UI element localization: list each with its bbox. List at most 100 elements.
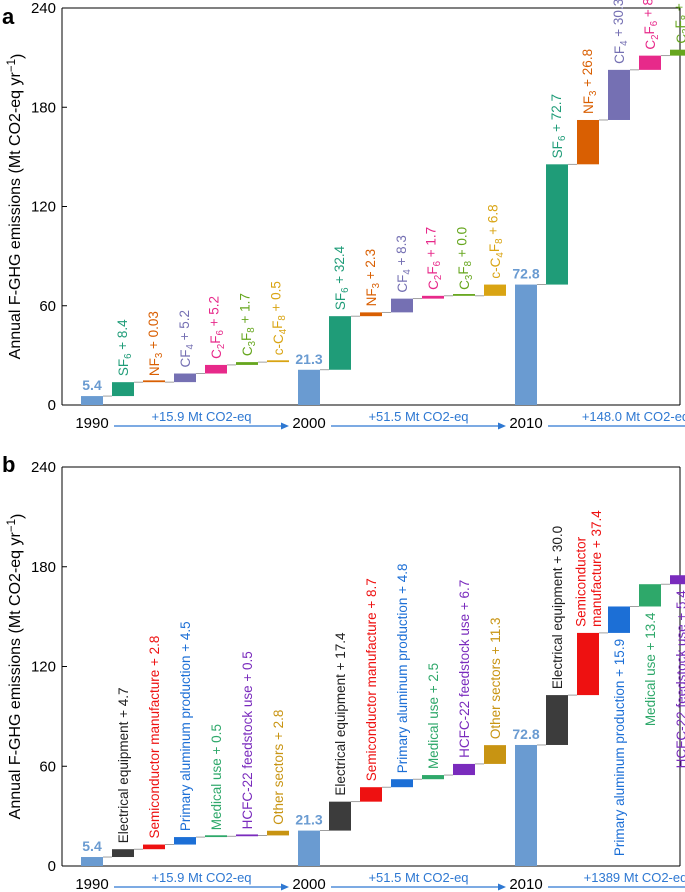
step-bar bbox=[267, 360, 289, 363]
step-bar bbox=[484, 284, 506, 296]
y-axis-label: Annual F-GHG emissions (Mt CO2-eq yr−1) bbox=[6, 514, 26, 820]
step-bar bbox=[484, 745, 506, 764]
step-label: Primary aluminum production + 4.8 bbox=[395, 563, 410, 773]
x-tick-label-2000: 2000 bbox=[292, 415, 325, 432]
period-change-label: +51.5 Mt CO2-eq bbox=[368, 870, 468, 885]
step-label: Other sectors + 2.8 bbox=[271, 710, 286, 825]
y-tick-label: 120 bbox=[31, 659, 56, 676]
y-tick-label: 0 bbox=[48, 397, 56, 414]
period-change-label: +148.0 Mt CO2-eq bbox=[582, 409, 685, 424]
x-tick-label-1990: 1990 bbox=[75, 415, 108, 432]
x-tick-label-2010: 2010 bbox=[509, 876, 542, 892]
step-label: C3F8 + 1.7 bbox=[238, 293, 259, 356]
step-bar bbox=[360, 312, 382, 317]
step-bar bbox=[112, 849, 134, 858]
step-bar bbox=[143, 844, 165, 850]
step-label: C3F8 + 0.0 bbox=[455, 227, 476, 290]
step-bar bbox=[329, 316, 351, 370]
step-bar bbox=[236, 834, 258, 837]
step-label: Electrical equipment + 17.4 bbox=[333, 632, 348, 796]
period-arrowhead bbox=[281, 422, 289, 430]
step-label: Other sectors + 11.3 bbox=[488, 617, 503, 739]
step-bar bbox=[670, 49, 685, 56]
step-label: HCFC-22 feedstock use + 0.5 bbox=[240, 651, 255, 829]
period-arrowhead bbox=[281, 883, 289, 891]
period-change-label: +1389 Mt CO2-eq bbox=[584, 870, 685, 885]
step-label: SF6 + 32.4 bbox=[332, 245, 351, 310]
y-tick-label: 180 bbox=[31, 99, 56, 116]
total-bar-2010 bbox=[515, 744, 537, 866]
total-value-1990: 5.4 bbox=[82, 377, 102, 393]
step-bar bbox=[577, 632, 599, 696]
step-bar bbox=[174, 373, 196, 383]
period-change-label: +15.9 Mt CO2-eq bbox=[151, 870, 251, 885]
step-label: C2F6 + 8.6 bbox=[641, 0, 662, 50]
step-label: Medical use + 2.5 bbox=[426, 663, 441, 769]
y-tick-label: 60 bbox=[39, 758, 56, 775]
y-tick-label: 120 bbox=[31, 199, 56, 216]
period-change-label: +51.5 Mt CO2-eq bbox=[368, 409, 468, 424]
total-value-2000: 21.3 bbox=[295, 351, 322, 367]
total-bar-1990 bbox=[81, 396, 103, 405]
panel-a: a 0 60 120 180 240 Annual F-GHG emissions (Mt … bbox=[2, 0, 685, 432]
step-bar bbox=[453, 763, 475, 776]
step-bar bbox=[205, 364, 227, 374]
step-label: HCFC-22 feedstock use + 5.4 bbox=[674, 590, 685, 769]
period-arrowhead bbox=[498, 422, 506, 430]
step-label: NF3 + 0.03 bbox=[146, 311, 165, 376]
step-label: C2F6 + 5.2 bbox=[207, 296, 228, 359]
step-label: CF4 + 5.2 bbox=[177, 310, 196, 368]
step-bar bbox=[577, 119, 599, 165]
step-bar bbox=[546, 695, 568, 745]
step-bar bbox=[639, 584, 661, 607]
panel-b: b 0 60 120 180 240 Annual F-GHG emissions (Mt … bbox=[2, 452, 685, 892]
step-label: Primary aluminum production + 15.9 bbox=[612, 639, 627, 856]
total-bar-2000 bbox=[298, 830, 320, 866]
step-label: Medical use + 0.5 bbox=[209, 724, 224, 830]
step-label: C3F8 + 3.6 bbox=[672, 0, 685, 44]
panel-letter: a bbox=[2, 4, 15, 29]
total-bar-2000 bbox=[298, 369, 320, 405]
step-label: HCFC-22 feedstock use + 6.7 bbox=[457, 580, 472, 758]
step-bar bbox=[112, 382, 134, 397]
step-bar bbox=[608, 69, 630, 120]
step-label: NF3 + 26.8 bbox=[580, 49, 599, 114]
step-bar bbox=[329, 801, 351, 831]
x-tick-label-2000: 2000 bbox=[292, 876, 325, 892]
step-label: Semiconductor manufacture + 8.7 bbox=[364, 578, 379, 781]
x-tick-label-1990: 1990 bbox=[75, 876, 108, 892]
step-label: c-C4F8 + 6.8 bbox=[486, 204, 507, 278]
step-bar bbox=[639, 55, 661, 70]
step-label: CF4 + 8.3 bbox=[394, 235, 413, 293]
step-bar bbox=[236, 362, 258, 365]
y-tick-label: 60 bbox=[39, 298, 56, 315]
step-bar bbox=[174, 837, 196, 845]
step-label: Primary aluminum production + 4.5 bbox=[178, 621, 193, 831]
step-bar bbox=[391, 298, 413, 313]
y-tick-label: 240 bbox=[31, 0, 56, 17]
total-value-2010: 72.8 bbox=[512, 266, 539, 282]
step-label: Electrical equipment + 30.0 bbox=[550, 526, 565, 689]
total-value-2000: 21.3 bbox=[295, 812, 322, 828]
step-bar bbox=[360, 787, 382, 802]
step-bar bbox=[205, 835, 227, 838]
step-label: Medical use + 13.4 bbox=[643, 612, 658, 726]
step-label: Electrical equipment + 4.7 bbox=[116, 687, 131, 843]
step-bar bbox=[391, 779, 413, 788]
step-bar bbox=[546, 164, 568, 285]
step-label: C2F6 + 1.7 bbox=[424, 227, 445, 290]
step-bar bbox=[267, 830, 289, 836]
total-bar-1990 bbox=[81, 857, 103, 866]
step-bar bbox=[422, 295, 444, 299]
total-value-1990: 5.4 bbox=[82, 838, 102, 854]
step-bar bbox=[453, 294, 475, 296]
total-bar-2010 bbox=[515, 284, 537, 405]
y-tick-label: 180 bbox=[31, 559, 56, 576]
period-change-label: +15.9 Mt CO2-eq bbox=[151, 409, 251, 424]
step-label: Semiconductor manufacture + 2.8 bbox=[147, 636, 162, 839]
y-tick-label: 0 bbox=[48, 858, 56, 875]
step-label: SF6 + 8.4 bbox=[115, 319, 134, 376]
step-bar bbox=[670, 575, 685, 585]
step-label: Semiconductormanufacture + 37.4 bbox=[574, 510, 605, 627]
